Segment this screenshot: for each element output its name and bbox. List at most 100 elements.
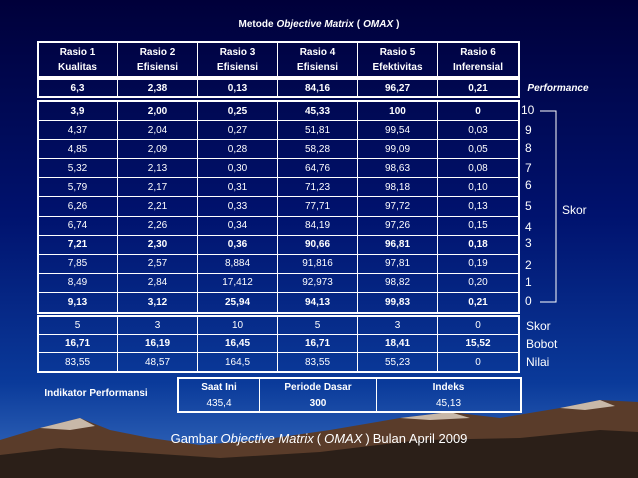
header-text: Rasio 4 xyxy=(299,46,336,58)
performance-cell: 0,13 xyxy=(198,80,278,96)
score-cell: 2,21 xyxy=(118,197,198,217)
score-cell: 0,34 xyxy=(198,216,278,236)
scale-label: 1 xyxy=(525,275,532,289)
header-cell: Rasio 6 Inferensial xyxy=(438,43,518,76)
score-cell: 0,25 xyxy=(198,102,278,122)
indicator-head: Indeks xyxy=(432,381,465,393)
bottom-cell: 83,55 xyxy=(278,353,358,371)
score-cell: 5,79 xyxy=(38,178,118,198)
score-cell: 71,23 xyxy=(278,178,358,198)
indicator-head: Saat Ini xyxy=(179,379,260,395)
header-text: Rasio 6 xyxy=(460,46,496,58)
score-cell: 8,49 xyxy=(38,273,118,293)
bottom-cell: 55,23 xyxy=(358,353,438,371)
score-cell: 98,82 xyxy=(358,273,438,293)
bottom-cell: 0 xyxy=(475,356,481,368)
score-cell: 98,63 xyxy=(358,159,438,179)
header-text: Rasio 1 xyxy=(59,46,96,58)
indicator-box xyxy=(177,377,522,413)
performance-cell: 96,27 xyxy=(358,80,438,96)
score-cell: 2,13 xyxy=(118,159,198,179)
score-cell: 92,973 xyxy=(278,273,358,293)
header-text: Efisiensi xyxy=(296,61,339,73)
score-cell: 0,18 xyxy=(438,236,518,255)
score-cell: 25,94 xyxy=(198,292,278,312)
text-segment: Metode xyxy=(238,18,274,30)
text-segment: Objective Matrix xyxy=(220,430,314,446)
performance-box xyxy=(37,78,520,98)
bottom-label: Nilai xyxy=(526,355,550,369)
scale-label: 7 xyxy=(525,161,532,175)
score-cell: 9,13 xyxy=(38,292,118,312)
header-cell: Rasio 4 Efisiensi xyxy=(278,43,358,76)
bottom-cell: 83,55 xyxy=(38,353,118,371)
score-cell: 0,31 xyxy=(198,178,278,198)
score-cell: 3,12 xyxy=(118,292,198,312)
score-cell: 6,26 xyxy=(38,197,118,217)
score-cell: 3,9 xyxy=(38,102,118,122)
scale-label: 8 xyxy=(525,141,532,155)
header-text: Efisiensi xyxy=(136,61,179,73)
score-cell: 5,32 xyxy=(38,159,118,179)
bottom-cell: 16,71 xyxy=(38,335,118,353)
bottom-cell: 16,19 xyxy=(118,335,198,353)
header-cell: Rasio 5 Efektivitas xyxy=(358,43,438,76)
title: Metode Objective Matrix(OMAX) xyxy=(0,14,638,34)
score-cell: 94,13 xyxy=(278,292,358,312)
score-cell: 2,84 xyxy=(118,273,198,293)
text-segment: Bulan April 2009 xyxy=(372,430,468,446)
header-cell: Rasio 2 Efisiensi xyxy=(118,43,198,76)
score-cell: 77,71 xyxy=(278,197,358,217)
bottom-label: Skor xyxy=(526,319,551,333)
score-cell: 97,81 xyxy=(358,254,438,274)
bottom-label: Bobot xyxy=(526,337,558,351)
score-cell: 0,15 xyxy=(438,217,518,236)
bottom-cell: 16,45 xyxy=(198,335,278,353)
score-cell: 98,18 xyxy=(358,178,438,198)
text-segment: ) xyxy=(365,430,370,446)
header-text: Efisiensi xyxy=(216,61,259,73)
header-text: Inferensial xyxy=(452,61,504,73)
bottom-cell: 5 xyxy=(38,317,118,335)
score-cell: 0,05 xyxy=(438,140,518,160)
bottom-cell: 48,57 xyxy=(118,353,198,371)
bottom-cell: 5 xyxy=(278,317,358,335)
text-segment: ( xyxy=(316,430,322,446)
header-text: Rasio 3 xyxy=(219,46,256,58)
text-segment: OMAX xyxy=(324,430,363,446)
bottom-cell: 18,41 xyxy=(358,335,438,353)
indicator-label: Indikator Performansi xyxy=(44,387,148,399)
score-cell: 64,76 xyxy=(278,159,358,179)
bottom-cell: 15,52 xyxy=(438,335,518,353)
score-cell: 0,03 xyxy=(438,121,518,141)
score-cell: 2,30 xyxy=(118,235,198,255)
performance-cell: 0,21 xyxy=(468,82,488,94)
scale-title: Skor xyxy=(562,203,587,217)
bottom-cell: 3 xyxy=(358,317,438,335)
header-cell: Rasio 1 Kualitas xyxy=(38,43,118,76)
score-cell: 6,74 xyxy=(38,216,118,236)
bottom-cell: 3 xyxy=(118,317,198,335)
score-cell: 2,00 xyxy=(118,102,198,122)
score-cell: 99,09 xyxy=(358,140,438,160)
bottom-cell: 10 xyxy=(198,317,278,335)
indicator-head: Periode Dasar xyxy=(260,379,377,395)
score-cell: 2,17 xyxy=(118,178,198,198)
score-cell: 0,28 xyxy=(198,140,278,160)
indicator-value: 45,13 xyxy=(435,397,462,409)
score-cell: 0,08 xyxy=(438,159,518,179)
caption: Gambar Objective Matrix(OMAX) Bulan April … xyxy=(0,428,638,448)
score-box xyxy=(37,100,520,314)
text-segment: Objective Matrix xyxy=(276,18,354,30)
score-cell: 2,04 xyxy=(118,121,198,141)
scale-label: 9 xyxy=(525,123,532,137)
score-cell: 0,10 xyxy=(438,178,518,198)
performance-cell: 84,16 xyxy=(278,80,358,96)
score-cell: 7,21 xyxy=(38,235,118,255)
score-cell: 99,83 xyxy=(358,292,438,312)
scale-label: 6 xyxy=(525,178,532,192)
score-cell: 90,66 xyxy=(278,235,358,255)
